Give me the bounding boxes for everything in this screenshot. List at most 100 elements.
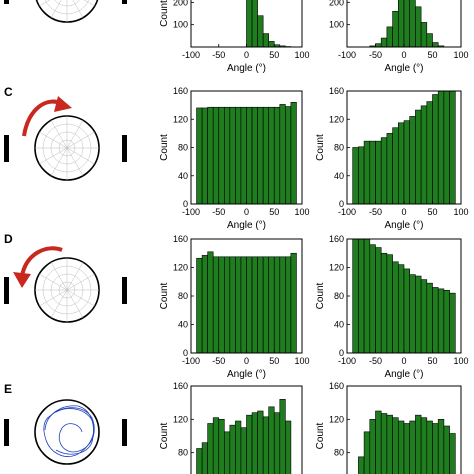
histogram-bar (229, 424, 236, 474)
panel-letter: D (4, 232, 13, 246)
histogram-bar (240, 106, 247, 205)
x-tick-label: 0 (244, 50, 249, 60)
x-tick-label: -100 (182, 356, 200, 366)
diagram-panel: C (4, 85, 127, 181)
histogram-bar (257, 256, 264, 354)
y-tick-label: 120 (329, 414, 344, 424)
histogram-bar (358, 146, 365, 205)
x-tick-label: -50 (212, 207, 225, 217)
x-tick-label: -100 (338, 207, 356, 217)
histogram-bar (420, 105, 428, 205)
histogram-bar (262, 256, 269, 354)
y-tick-label: 0 (339, 199, 344, 209)
histogram-bar (196, 257, 203, 354)
x-tick-label: 100 (453, 356, 468, 366)
histogram-bar (397, 264, 405, 354)
histogram-bar (257, 15, 264, 48)
histogram-bar (415, 109, 422, 205)
x-tick-label: 50 (427, 50, 437, 60)
y-tick-label: 160 (173, 381, 188, 391)
histogram-bar (386, 254, 393, 354)
histogram-bar (262, 416, 269, 474)
histogram-bar (363, 140, 371, 205)
x-tick-label: -50 (212, 50, 225, 60)
histogram-bar (201, 107, 208, 205)
x-tick-label: 50 (269, 356, 279, 366)
x-axis-label: Angle (°) (227, 220, 266, 231)
y-tick-label: 80 (334, 448, 344, 458)
trajectory-path (55, 408, 95, 453)
trajectory-path (43, 407, 95, 457)
arena-circle (34, 399, 100, 465)
histogram-bar (397, 0, 405, 48)
y-tick-label: 120 (329, 263, 344, 273)
histogram-bar (240, 427, 247, 474)
y-tick-label: 100 (173, 20, 188, 30)
x-tick-label: -100 (182, 50, 200, 60)
histogram-bar (392, 10, 399, 48)
histogram-bar (268, 406, 275, 474)
histogram-bar (251, 256, 258, 354)
histogram-bar (443, 289, 450, 354)
x-tick-label: 0 (401, 356, 406, 366)
polar-spoke (39, 273, 95, 307)
y-tick-label: 160 (173, 234, 188, 244)
histogram-bar (235, 106, 242, 205)
y-axis-label: Count (159, 422, 170, 449)
histogram-chart: 4080120160Count (159, 381, 303, 474)
histogram-bar (437, 288, 445, 354)
histogram-bar (224, 431, 231, 474)
histogram-bar (224, 106, 231, 205)
histogram-bar (257, 410, 264, 474)
x-tick-label: 50 (427, 207, 437, 217)
x-tick-label: -50 (369, 50, 382, 60)
histogram-bar (285, 420, 292, 474)
histogram-bar (246, 106, 253, 205)
histogram-bar (375, 410, 382, 474)
polar-spoke (72, 0, 84, 18)
histogram-bar (268, 106, 275, 205)
y-tick-label: 0 (339, 348, 344, 358)
y-tick-label: 80 (178, 143, 188, 153)
histogram-bar (420, 22, 428, 48)
histogram-bar (246, 0, 253, 48)
right-bar (122, 0, 127, 4)
histogram-bar (218, 256, 225, 354)
histogram-bar (268, 256, 275, 354)
left-bar (4, 0, 9, 4)
histogram-bar (285, 256, 292, 354)
y-tick-label: 40 (334, 320, 344, 330)
trajectory-path (44, 405, 94, 455)
histogram-bar (392, 261, 399, 354)
x-tick-label: 100 (294, 356, 309, 366)
y-tick-label: 120 (173, 114, 188, 124)
histogram-bar (403, 120, 410, 205)
x-tick-label: 50 (427, 356, 437, 366)
y-tick-label: 160 (173, 86, 188, 96)
arena-circle (34, 257, 100, 323)
x-axis-label: Angle (°) (384, 369, 423, 380)
diagram-column: C D E (4, 0, 127, 465)
histogram-chart: 100 200 -100 -50 0 50 100 Angle (°) Count (159, 0, 310, 74)
histogram-chart: 0 40 80 120 160 -100 -50 0 50 100 Angle (°) Count (159, 234, 310, 380)
histogram-bar (251, 0, 258, 48)
x-axis-label: Angle (°) (227, 63, 266, 74)
histogram-bar (420, 417, 428, 474)
y-tick-label: 200 (173, 0, 188, 7)
x-tick-label: 0 (244, 207, 249, 217)
histogram-bar (285, 106, 292, 205)
clockwise-arrow-icon (22, 96, 72, 137)
y-axis-label: Count (315, 134, 326, 161)
arena-circle (35, 0, 99, 23)
histogram-bar (363, 431, 371, 474)
panel-letter: C (4, 85, 13, 99)
histogram-bar (386, 133, 393, 205)
arrow-arc (20, 246, 63, 277)
histogram-bar (279, 104, 286, 205)
histogram-bar (432, 42, 439, 48)
arena-circle (34, 115, 100, 181)
x-tick-label: 0 (401, 50, 406, 60)
histogram-bar (201, 255, 208, 354)
left-bar (4, 419, 9, 446)
